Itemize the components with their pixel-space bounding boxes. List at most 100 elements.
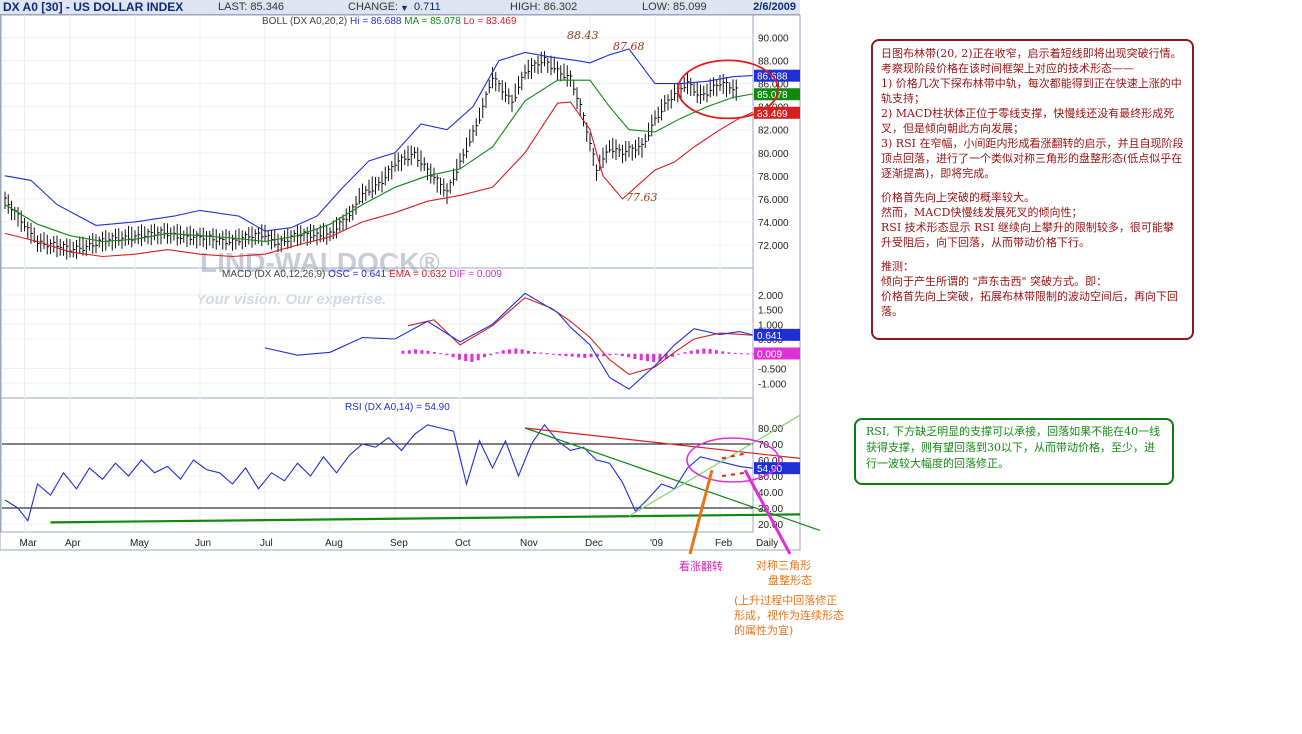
price-highlight-ellipse <box>677 59 779 120</box>
boll-ma: MA = 85.078 <box>404 16 461 27</box>
lower-band-line <box>4 101 753 258</box>
y-tick-label: 70.00 <box>758 440 783 451</box>
macd-histogram-bar <box>583 353 587 358</box>
macd-histogram-bar <box>721 351 725 354</box>
y-tick-label: 80.00 <box>758 424 783 435</box>
watermark: LIND-WALDOCK® <box>200 247 440 278</box>
macd-histogram-bar <box>495 352 499 354</box>
x-tick-label: Sep <box>390 538 408 549</box>
x-tick-label: Aug <box>325 538 343 549</box>
y-tick-label: 50.00 <box>758 472 783 483</box>
macd-histogram-bar <box>451 353 455 358</box>
y-tick-label: 80.000 <box>758 149 789 160</box>
macd-dif-value: 0.009 <box>757 349 782 360</box>
rsi-support-trendline <box>50 513 801 524</box>
rsi-resistance-trendline <box>524 427 801 459</box>
y-tick-label: 2.000 <box>758 291 783 302</box>
macd-histogram-bar <box>589 353 593 358</box>
y-tick-label: 1.500 <box>758 306 783 317</box>
macd-histogram-bar <box>683 352 687 354</box>
macd-histogram-bar <box>489 353 493 356</box>
y-tick-label: 60.00 <box>758 456 783 467</box>
macd-histogram-bar <box>645 353 649 362</box>
macd-dif: DIF = 0.009 <box>449 269 502 280</box>
rsi-downtrend-line <box>524 427 821 531</box>
upper-band-line <box>4 48 753 232</box>
y-tick-label: 1.000 <box>758 320 783 331</box>
x-tick-label: Oct <box>455 538 471 549</box>
macd-histogram-bar <box>564 353 568 357</box>
x-tick-label: Jul <box>260 538 273 549</box>
y-tick-label: 82.000 <box>758 126 789 137</box>
last-price: LAST: 85.346 <box>218 1 285 13</box>
macd-histogram-bar <box>558 353 562 356</box>
triangle-lower-dash <box>721 471 746 477</box>
lower-band-value-box <box>754 106 800 119</box>
rsi-line <box>4 423 753 523</box>
x-tick-label: Daily <box>756 538 778 549</box>
macd-histogram-bar <box>401 350 405 354</box>
note-line: 然而，MACD快慢线发展死叉的倾向性； <box>881 206 1083 219</box>
boll-title: BOLL (DX A0,20,2) <box>262 16 348 27</box>
macd-histogram-bar <box>614 353 618 355</box>
note-line: RSI 技术形态显示 RSI 继续向上攀升的限制较多，很可能攀升受阻后，向下回落… <box>881 221 1174 249</box>
boll-legend: BOLL (DX A0,20,2) Hi = 86.688 MA = 85.07… <box>262 16 517 27</box>
macd-signal-line <box>407 297 753 376</box>
watermark-tagline: Your vision. Our expertise. <box>196 291 386 308</box>
note-line: 1) 价格几次下探布林带中轨，每次都能得到正在快速上涨的中轨支持； <box>881 77 1182 105</box>
down-arrow-icon: ▼ <box>400 3 409 13</box>
macd-histogram-bar <box>520 349 524 354</box>
continuation-note-3: 的属性为宜) <box>734 624 794 637</box>
x-tick-label: Mar <box>20 538 38 549</box>
note-spacer <box>881 250 1184 259</box>
macd-histogram-bar <box>727 352 731 354</box>
change-label: CHANGE: <box>348 1 399 13</box>
bullish-reversal-label: 看涨翻转 <box>679 560 723 573</box>
rsi-uptrend-line <box>628 414 801 517</box>
macd-dif-value-box <box>754 347 800 360</box>
macd-histogram-bar <box>739 353 743 355</box>
macd-histogram-bar <box>482 353 486 358</box>
boll-lo: Lo = 83.469 <box>463 16 517 27</box>
macd-histogram-bar <box>633 353 637 360</box>
macd-histogram-bar <box>551 353 555 355</box>
macd-histogram-bar <box>671 353 675 357</box>
note-line: 3) RSI 在窄幅，小间距内形成看涨翻转的启示，并且自现阶段顶点回落，进行了一… <box>881 137 1184 180</box>
macd-histogram-bar <box>407 350 411 354</box>
macd-histogram-bar <box>620 353 624 357</box>
peak1-label: 88.43 <box>567 29 599 42</box>
trough-label: 77.63 <box>626 191 658 204</box>
low-price: LOW: 85.099 <box>642 1 707 13</box>
rsi-value-box <box>754 462 800 475</box>
macd-histogram-bar <box>714 350 718 354</box>
chart-date: 2/6/2009 <box>753 1 796 13</box>
note-line: 日图布林带(20, 2)正在收窄，启示着短线即将出现突破行情。考察现阶段价格在该… <box>881 47 1182 75</box>
macd-osc: OSC = 0.641 <box>328 269 387 280</box>
macd-histogram-bar <box>577 353 580 358</box>
symbol-title: DX A0 [30] - US DOLLAR INDEX <box>3 0 184 14</box>
triangle-label-1: 对称三角形 <box>756 559 811 572</box>
macd-histogram-bar <box>514 348 518 354</box>
triangle-arrow <box>743 469 792 555</box>
note-line: 价格首先向上突破的概率较大。 <box>881 191 1035 204</box>
boll-hi: Hi = 86.688 <box>350 16 402 27</box>
y-tick-label: 78.000 <box>758 172 789 183</box>
macd-osc-value-box <box>754 328 800 341</box>
rsi-value: 54.90 <box>757 464 782 475</box>
macd-histogram-bar <box>702 348 706 354</box>
macd-histogram-bar <box>608 353 612 356</box>
macd-histogram-bar <box>627 353 631 358</box>
middle-band-line <box>4 79 753 243</box>
y-tick-label: 86.000 <box>758 80 789 91</box>
macd-histogram-bar <box>457 353 461 360</box>
macd-ema: EMA = 0.632 <box>389 269 447 280</box>
macd-histogram-bar <box>420 350 424 354</box>
x-tick-label: Dec <box>585 538 603 549</box>
rsi-title: RSI (DX A0,14) = 54.90 <box>345 402 450 413</box>
macd-histogram-bar <box>439 353 443 355</box>
triangle-highlight-ellipse <box>686 437 780 483</box>
macd-osc-value: 0.641 <box>757 331 782 342</box>
rsi-note: RSI, 下方缺乏明显的支撑可以承接，回落如果不能在40一线获得支撑，则有望回落… <box>854 418 1174 485</box>
y-tick-label: -0.500 <box>758 365 787 376</box>
